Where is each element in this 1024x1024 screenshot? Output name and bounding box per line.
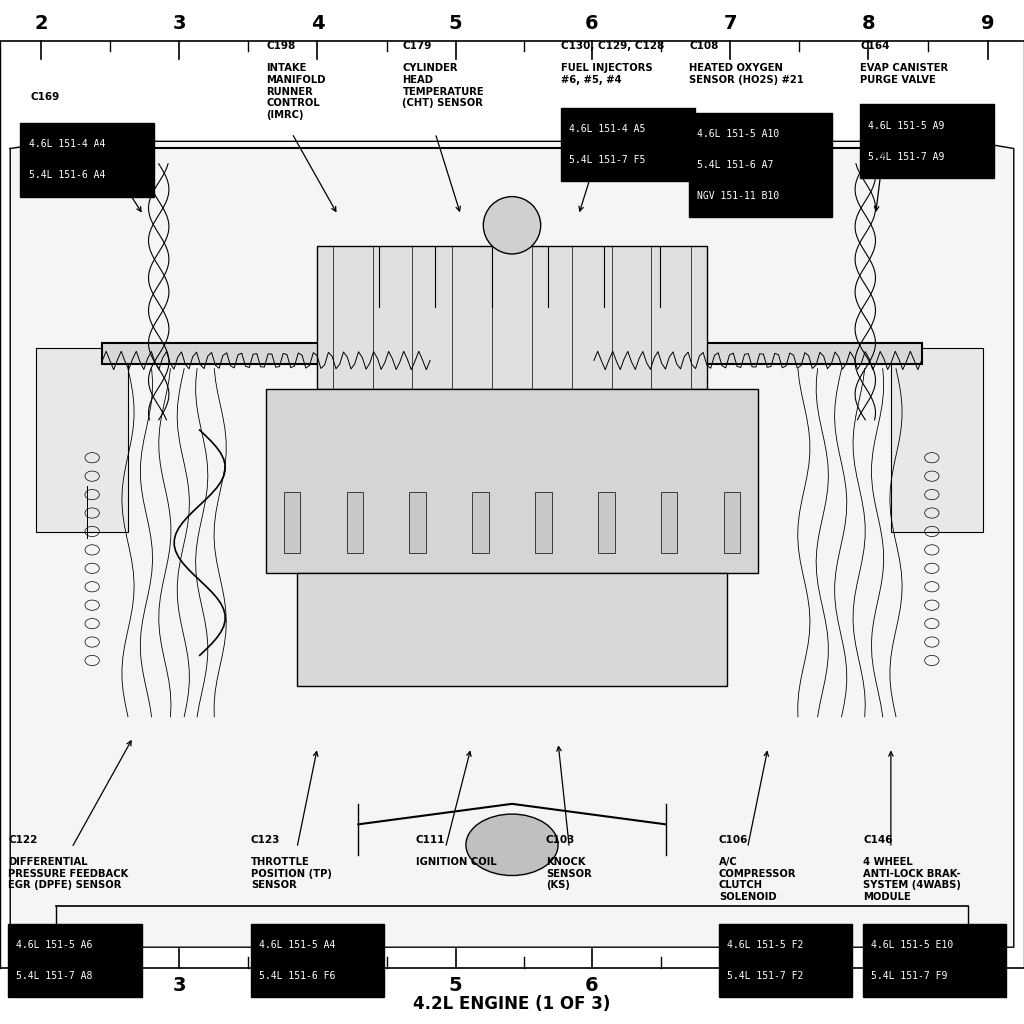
Bar bbox=[719, 924, 852, 997]
Text: 5.4L 151-7 A9: 5.4L 151-7 A9 bbox=[868, 152, 945, 162]
Ellipse shape bbox=[466, 814, 558, 876]
Bar bbox=[598, 492, 614, 553]
Bar bbox=[472, 492, 488, 553]
Text: 8: 8 bbox=[861, 13, 876, 33]
Text: 5.4L 151-7 A8: 5.4L 151-7 A8 bbox=[16, 971, 93, 981]
Text: 8: 8 bbox=[861, 976, 876, 995]
Text: C108: C108 bbox=[689, 41, 719, 51]
Circle shape bbox=[483, 197, 541, 254]
Text: NGV 151-11 B10: NGV 151-11 B10 bbox=[697, 190, 779, 201]
Text: 5.4L 151-6 A7: 5.4L 151-6 A7 bbox=[697, 160, 774, 170]
Bar bbox=[689, 113, 831, 217]
Text: 4.6L 151-5 A6: 4.6L 151-5 A6 bbox=[16, 940, 93, 950]
Bar bbox=[346, 492, 362, 553]
Text: 4 WHEEL
ANTI-LOCK BRAK-
SYSTEM (4WABS)
MODULE: 4 WHEEL ANTI-LOCK BRAK- SYSTEM (4WABS) M… bbox=[863, 857, 962, 902]
Text: 9: 9 bbox=[981, 13, 995, 33]
Text: 4.6L 151-5 E10: 4.6L 151-5 E10 bbox=[871, 940, 953, 950]
Bar bbox=[536, 492, 552, 553]
Text: 6: 6 bbox=[585, 13, 599, 33]
Text: CYLINDER
HEAD
TEMPERATURE
(CHT) SENSOR: CYLINDER HEAD TEMPERATURE (CHT) SENSOR bbox=[402, 63, 484, 109]
Text: C106: C106 bbox=[719, 835, 749, 845]
Text: THROTTLE
POSITION (TP)
SENSOR: THROTTLE POSITION (TP) SENSOR bbox=[251, 857, 332, 890]
Bar bbox=[863, 924, 1006, 997]
Text: KNOCK
SENSOR
(KS): KNOCK SENSOR (KS) bbox=[546, 857, 592, 890]
Bar bbox=[297, 573, 727, 686]
Bar bbox=[662, 492, 678, 553]
Text: HEATED OXYGEN
SENSOR (HO2S) #21: HEATED OXYGEN SENSOR (HO2S) #21 bbox=[689, 63, 804, 85]
Text: INTAKE
MANIFOLD
RUNNER
CONTROL
(IMRC): INTAKE MANIFOLD RUNNER CONTROL (IMRC) bbox=[266, 63, 326, 120]
Text: C169: C169 bbox=[31, 92, 60, 102]
Bar bbox=[891, 348, 983, 532]
Bar bbox=[36, 348, 128, 532]
Text: 5.4L 151-6 A4: 5.4L 151-6 A4 bbox=[29, 170, 105, 180]
Text: 6: 6 bbox=[585, 976, 599, 995]
Bar bbox=[102, 343, 922, 364]
Text: 4.2L ENGINE (1 OF 3): 4.2L ENGINE (1 OF 3) bbox=[414, 994, 610, 1013]
Bar bbox=[724, 492, 740, 553]
Text: 3: 3 bbox=[172, 13, 186, 33]
Text: 5.4L 151-7 F2: 5.4L 151-7 F2 bbox=[727, 971, 804, 981]
Bar bbox=[561, 108, 694, 181]
Text: EVAP CANISTER
PURGE VALVE: EVAP CANISTER PURGE VALVE bbox=[860, 63, 948, 85]
Text: 3: 3 bbox=[172, 976, 186, 995]
Bar bbox=[251, 924, 384, 997]
Bar bbox=[860, 104, 993, 178]
Text: 5: 5 bbox=[449, 976, 463, 995]
Text: 4.6L 151-5 A9: 4.6L 151-5 A9 bbox=[868, 121, 945, 131]
Text: 7: 7 bbox=[723, 13, 737, 33]
Text: C130, C129, C128: C130, C129, C128 bbox=[561, 41, 665, 51]
Text: DIFFERENTIAL
PRESSURE FEEDBACK
EGR (DPFE) SENSOR: DIFFERENTIAL PRESSURE FEEDBACK EGR (DPFE… bbox=[8, 857, 128, 890]
Text: 9: 9 bbox=[981, 976, 995, 995]
Bar bbox=[20, 123, 154, 197]
Text: FUEL INJECTORS
#6, #5, #4: FUEL INJECTORS #6, #5, #4 bbox=[561, 63, 652, 85]
Text: C122: C122 bbox=[8, 835, 38, 845]
Text: C123: C123 bbox=[251, 835, 281, 845]
Bar bbox=[284, 492, 300, 553]
Text: 2: 2 bbox=[34, 13, 48, 33]
Text: 4.6L 151-5 F2: 4.6L 151-5 F2 bbox=[727, 940, 804, 950]
Text: 4: 4 bbox=[310, 13, 325, 33]
Text: C179: C179 bbox=[402, 41, 432, 51]
Text: A/C
COMPRESSOR
CLUTCH
SOLENOID: A/C COMPRESSOR CLUTCH SOLENOID bbox=[719, 857, 797, 902]
Polygon shape bbox=[10, 141, 1014, 947]
Text: 4.6L 151-5 A4: 4.6L 151-5 A4 bbox=[259, 940, 336, 950]
Text: 4.6L 151-4 A4: 4.6L 151-4 A4 bbox=[29, 139, 105, 150]
Text: 4.6L 151-5 A10: 4.6L 151-5 A10 bbox=[697, 129, 779, 139]
Text: IGNITION COIL: IGNITION COIL bbox=[416, 857, 497, 867]
Bar bbox=[410, 492, 426, 553]
Bar bbox=[8, 924, 141, 997]
Bar bbox=[317, 246, 707, 389]
Text: 4.6L 151-4 A5: 4.6L 151-4 A5 bbox=[569, 124, 646, 134]
Text: 2: 2 bbox=[34, 976, 48, 995]
Text: C164: C164 bbox=[860, 41, 890, 51]
Text: 5.4L 151-7 F9: 5.4L 151-7 F9 bbox=[871, 971, 948, 981]
Text: C198: C198 bbox=[266, 41, 296, 51]
Text: 4: 4 bbox=[310, 976, 325, 995]
Text: C103: C103 bbox=[546, 835, 575, 845]
Bar bbox=[266, 389, 758, 573]
Text: 7: 7 bbox=[723, 976, 737, 995]
Text: C146: C146 bbox=[863, 835, 893, 845]
Text: 5: 5 bbox=[449, 13, 463, 33]
Text: 5.4L 151-6 F6: 5.4L 151-6 F6 bbox=[259, 971, 336, 981]
Text: 5.4L 151-7 F5: 5.4L 151-7 F5 bbox=[569, 155, 646, 165]
Text: C111: C111 bbox=[416, 835, 445, 845]
